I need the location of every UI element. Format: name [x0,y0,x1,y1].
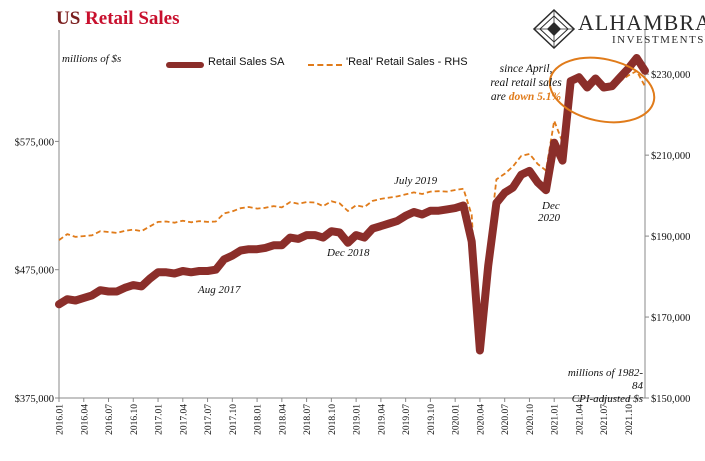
series-line-real [58,70,646,355]
x-axis-tick-label: 2020.01 [452,404,462,435]
x-axis-tick-label: 2019.10 [427,404,437,435]
x-axis-tick-label: 2021.10 [625,404,635,435]
x-axis-tick-label: 2021.01 [551,404,561,435]
legend-label-nominal: Retail Sales SA [208,56,285,68]
right-axis-tick-label: $190,000 [651,232,690,243]
real-sales-series [58,70,646,355]
note-highlight: down 5.1% [508,91,562,103]
logo-name: ALHAMBRA [578,10,705,35]
annotation-dec-2020-line2: 2020 [538,212,560,224]
diamond-logo-icon [532,8,576,50]
title-main: Retail Sales [85,8,180,29]
x-axis-tick-label: 2017.07 [204,404,214,435]
right-axis-tick-label: $150,000 [651,394,690,405]
x-axis-tick-label: 2016.01 [56,404,66,435]
x-axis-tick-label: 2020.10 [526,404,536,435]
x-axis-tick-label: 2017.04 [179,404,189,435]
right-axis-tick-label: $210,000 [651,151,690,162]
legend-label-real: 'Real' Retail Sales - RHS [346,56,468,68]
left-axis-tick-label: $375,000 [15,394,54,405]
annotation-aug-2017: Aug 2017 [198,284,241,296]
tick-labels: $375,000 $475,000 $575,000 $150,000 $170,000… [15,70,691,435]
x-axis-tick-label: 2019.07 [402,404,412,435]
annotation-dec-2018: Dec 2018 [327,247,370,259]
annotation-dec-2020-line1: Dec [542,200,560,212]
right-axis-unit-line1: millions of 1982-84 [567,367,643,392]
note-line3: are down 5.1% [470,90,582,104]
x-axis-tick-label: 2016.07 [105,404,115,435]
x-axis-tick-label: 2020.04 [476,404,486,435]
x-axis-tick-label: 2021.07 [600,404,610,435]
note-line3-prefix: are [490,91,509,103]
x-axis-tick-label: 2017.10 [229,404,239,435]
left-axis-tick-label: $575,000 [15,137,54,148]
note-line2: real retail sales [490,77,562,89]
x-axis-tick-label: 2016.10 [130,404,140,435]
right-axis-unit: millions of 1982-84 CPI-adjusted $s [563,367,643,406]
x-axis-tick-label: 2019.01 [353,404,363,435]
x-axis-tick-label: 2018.04 [278,404,288,435]
logo-subtitle: INVESTMENTS [612,34,705,46]
callout-note: since April, real retail sales are down … [470,62,582,104]
x-axis-tick-label: 2017.01 [155,404,165,435]
left-axis-tick-label: $475,000 [15,266,54,277]
x-axis-tick-label: 2019.04 [377,404,387,435]
legend-swatch-real [308,64,342,66]
x-axis-tick-label: 2016.04 [80,404,90,435]
axes [55,30,649,402]
left-axis-unit: millions of $s [62,53,122,65]
legend-swatch-nominal [166,62,204,68]
right-axis-unit-line2: CPI-adjusted $s [571,393,643,405]
annotation-jul-2019: July 2019 [394,175,438,187]
x-axis-tick-label: 2018.10 [328,404,338,435]
title-prefix: US [56,8,81,29]
right-axis-tick-label: $170,000 [651,313,690,324]
chart-title: US Retail Sales [56,8,180,30]
x-axis-tick-label: 2021.04 [575,404,585,435]
right-axis-tick-label: $230,000 [651,70,690,81]
note-line1: since April, [499,63,553,75]
nominal-sales-series [55,54,649,355]
x-axis-tick-label: 2018.01 [254,404,264,435]
x-axis-tick-label: 2018.07 [303,404,313,435]
alhambra-logo: ALHAMBRA INVESTMENTS [532,8,705,50]
highlight-ellipse [548,56,656,124]
x-axis-tick-label: 2020.07 [501,404,511,435]
series-line-nominal [55,54,649,355]
